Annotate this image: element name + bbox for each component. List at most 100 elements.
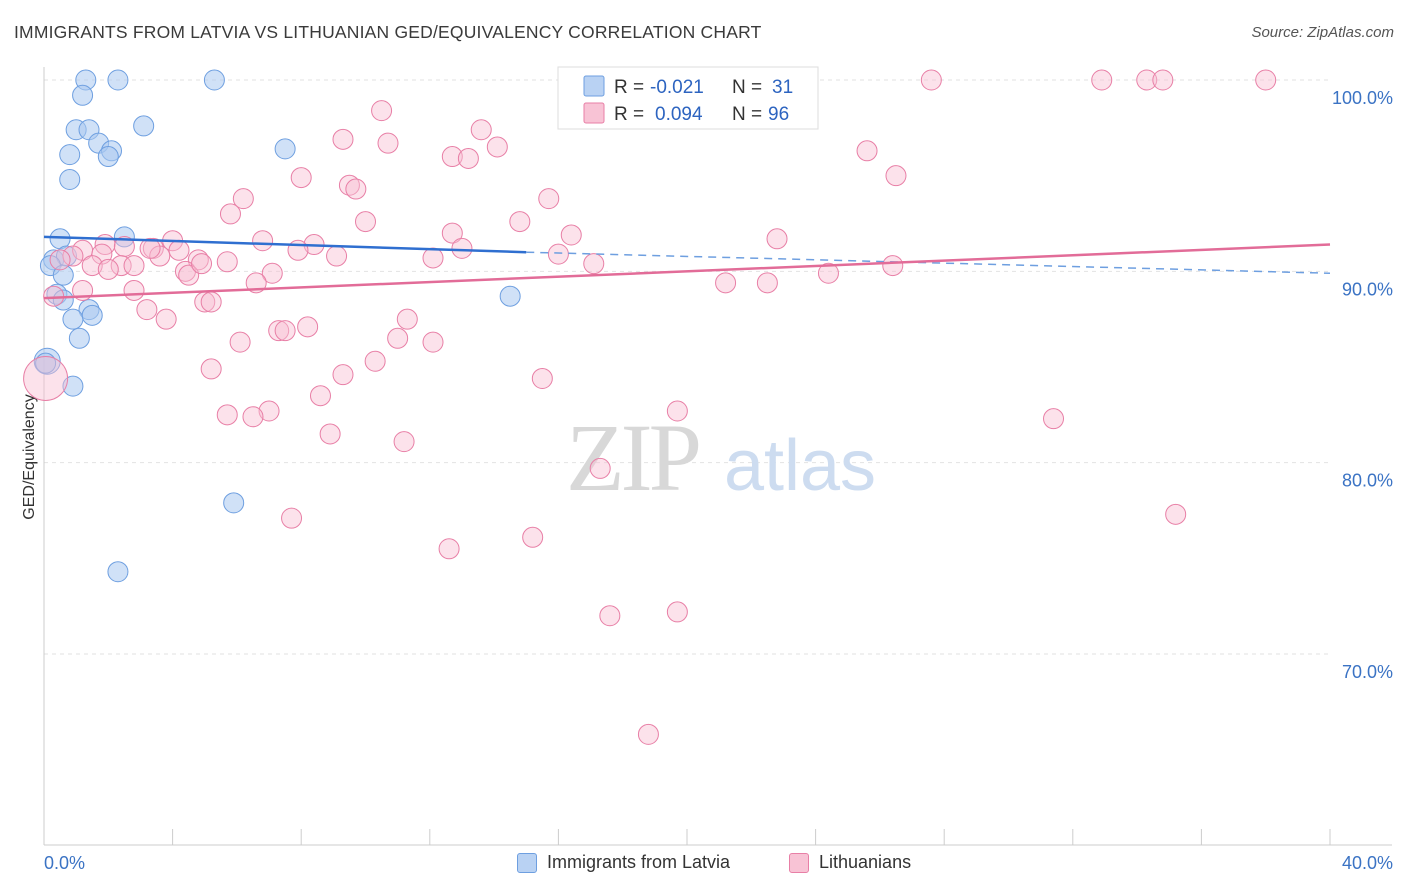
lithuanian-point-46: [547, 243, 569, 265]
latvia-point-3: [72, 84, 94, 106]
lithuanian-point-95: [583, 253, 605, 275]
latvia-point-23: [62, 308, 84, 330]
legend-item-lithuanians[interactable]: Lithuanians: [789, 852, 911, 873]
legend-r-value-latvia: -0.021: [650, 77, 704, 98]
lithuanian-point-73: [531, 367, 553, 389]
lithuanian-point-61: [136, 299, 158, 321]
lithuanian-point-36: [62, 245, 84, 267]
latvia-point-25: [68, 327, 90, 349]
legend-swatch-latvia: [583, 75, 605, 97]
lithuanian-point-22: [355, 211, 376, 233]
zipatlas-watermark: ZIP atlas: [566, 404, 876, 511]
lithuanian-point-27: [252, 230, 274, 252]
lithuanian-point-23: [509, 211, 531, 233]
lithuanian-point-82: [393, 431, 415, 453]
legend-n-value-latvia: 31: [772, 77, 793, 98]
lithuanian-point-83: [589, 457, 611, 479]
lithuanian-point-25: [560, 224, 582, 246]
lithuanian-point-11: [441, 146, 463, 168]
lithuanian-point-35: [287, 239, 309, 261]
lithuanian-point-43: [123, 255, 145, 277]
y-tick-label-1: 90.0%: [1342, 279, 1393, 299]
legend-swatch-lithuanians-bottom: [789, 852, 809, 873]
lithuanian-point-86: [522, 526, 544, 548]
y-tick-label-3: 70.0%: [1342, 662, 1393, 682]
lithuanian-point-55: [817, 262, 839, 284]
lithuanian-point-60: [200, 291, 222, 313]
legend-swatch-latvia-bottom: [517, 852, 537, 873]
lithuanian-point-54: [756, 272, 778, 294]
lithuanian-point-7: [371, 100, 393, 122]
latvia-point-9: [274, 138, 296, 160]
trend-lines: [43, 235, 1331, 300]
latvia-point-22: [499, 285, 521, 307]
lithuanian-point-70: [364, 350, 386, 372]
latvia-point-12: [59, 168, 81, 190]
lithuanian-point-48: [97, 258, 119, 280]
legend-label-lithuanians: Lithuanians: [819, 852, 912, 872]
lithuanian-point-40: [216, 251, 238, 273]
lithuanian-point-76: [258, 400, 280, 422]
trend-line-latvia: [43, 235, 527, 254]
lithuanian-point-5: [1152, 69, 1174, 91]
lithuanian-point-51: [261, 262, 283, 284]
watermark-atlas: atlas: [724, 426, 876, 506]
lithuanian-point-56: [882, 255, 904, 277]
legend-r-label-lithuanians: R =: [614, 104, 644, 125]
series-legend: Immigrants from Latvia Lithuanians: [0, 848, 1406, 880]
lithuanian-point-14: [856, 140, 878, 162]
lithuanian-point-68: [229, 331, 251, 353]
lithuanian-point-72: [332, 364, 354, 386]
lithuanian-point-17: [338, 174, 360, 196]
trend-line-latvia-extension: [526, 251, 1331, 274]
lithuanian-point-94: [139, 237, 161, 259]
y-tick-label-2: 80.0%: [1342, 471, 1393, 491]
gridlines: [44, 79, 1330, 655]
lithuanian-point-15: [885, 165, 907, 187]
lithuanian-point-26: [766, 228, 788, 250]
lithuanian-point-77: [666, 400, 688, 422]
latvia-point-24: [81, 304, 103, 326]
chart-title: IMMIGRANTS FROM LATVIA VS LITHUANIAN GED…: [14, 22, 762, 42]
legend-item-latvia[interactable]: Immigrants from Latvia: [517, 852, 730, 873]
lithuanian-point-92: [451, 237, 473, 259]
lithuanian-point-93: [191, 253, 213, 275]
lithuanian-point-90: [637, 723, 659, 745]
source-label: Source: ZipAtlas.com: [1251, 24, 1394, 41]
lithuanian-point-45: [422, 247, 444, 269]
lithuanian-point-75: [309, 385, 331, 407]
lithuanian-point-66: [274, 320, 296, 342]
lithuanian-point-42: [81, 255, 103, 277]
series-immigrants-from-latvia: [33, 69, 521, 583]
lithuanian-point-71: [200, 358, 222, 380]
trend-line-lithuanians: [43, 243, 1331, 300]
lithuanian-point-78: [216, 404, 238, 426]
axes: [43, 67, 1392, 846]
lithuanian-point-21: [219, 203, 241, 225]
latvia-point-28: [223, 492, 245, 514]
latvia-point-2: [203, 69, 225, 91]
legend-n-value-lithuanians: 96: [768, 104, 789, 125]
legend-r-label-latvia: R =: [614, 77, 644, 98]
lithuanian-point-47: [49, 249, 71, 271]
lithuanian-point-65: [268, 320, 290, 342]
lithuanian-point-63: [396, 308, 418, 330]
lithuanian-point-89: [666, 601, 688, 623]
lithuanian-point-52: [245, 272, 267, 294]
lithuanian-point-62: [155, 308, 177, 330]
latvia-point-29: [107, 561, 129, 583]
lithuanian-point-3: [1091, 69, 1113, 91]
lithuanian-point-8: [470, 119, 492, 141]
lithuanian-point-16: [290, 167, 312, 189]
legend-swatch-lithuanians: [583, 102, 605, 124]
lithuanian-point-74: [23, 355, 69, 401]
lithuanian-point-85: [1165, 503, 1187, 525]
lithuanian-point-18: [345, 178, 367, 200]
lithuanian-point-64: [297, 316, 319, 338]
legend-n-label-latvia: N =: [732, 77, 762, 98]
latvia-point-10: [59, 144, 81, 166]
legend-r-value-lithuanians: 0.094: [655, 104, 703, 125]
lithuanian-point-4: [1136, 69, 1158, 91]
lithuanian-point-2: [920, 69, 942, 91]
